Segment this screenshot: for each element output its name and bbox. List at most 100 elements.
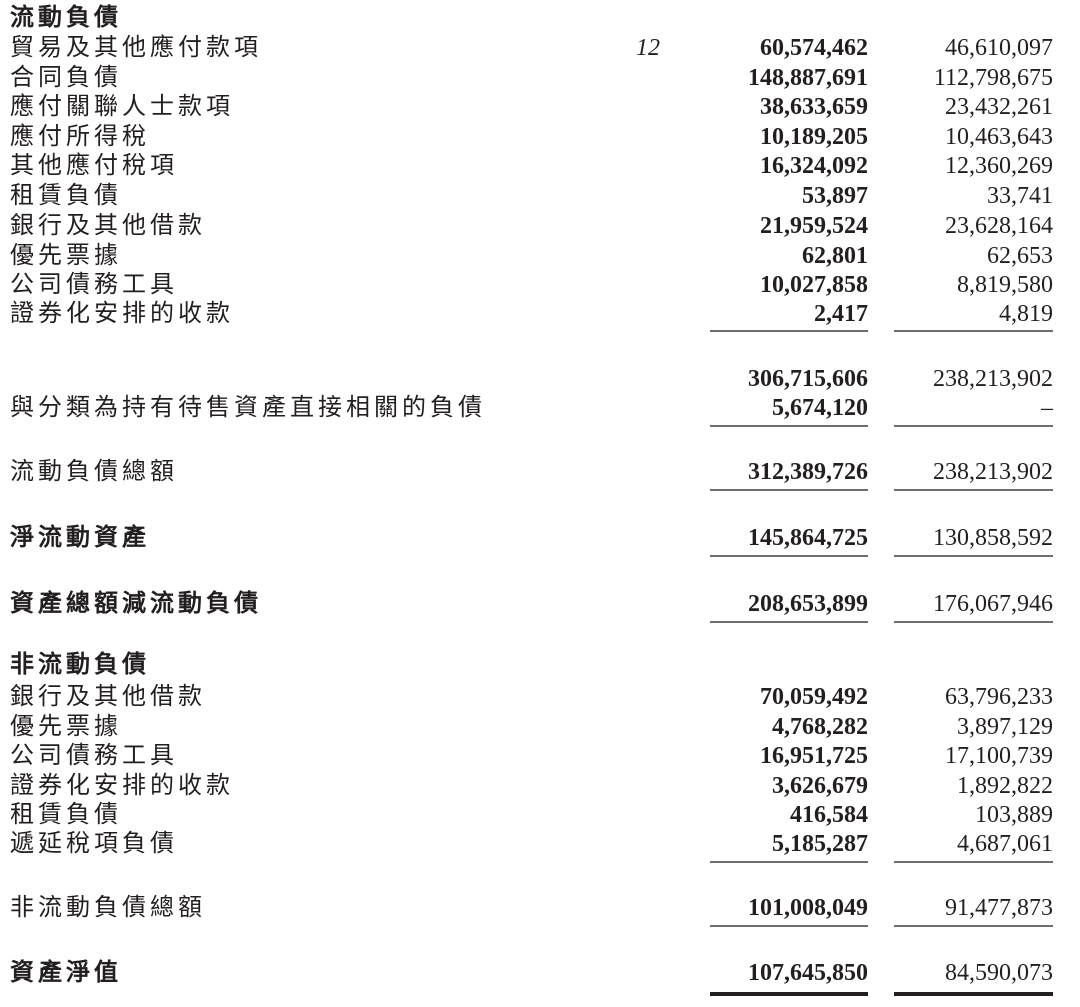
current-value: 38,633,659 xyxy=(760,94,868,120)
current-value: 3,626,679 xyxy=(772,773,868,799)
row-label: 資產總額減流動負債 xyxy=(10,591,262,617)
table-row: 優先票據 62,801 62,653 xyxy=(0,241,1080,271)
prior-value: 23,628,164 xyxy=(945,213,1053,239)
row-label: 租賃負債 xyxy=(10,183,122,209)
row-label: 資產淨值 xyxy=(10,960,122,986)
current-value: 416,584 xyxy=(790,802,868,828)
prior-value: 17,100,739 xyxy=(945,743,1053,769)
double-rule xyxy=(894,992,1053,996)
current-value: 208,653,899 xyxy=(748,591,868,617)
rule xyxy=(894,861,1053,863)
row-label: 合同負債 xyxy=(10,65,122,91)
rule xyxy=(710,925,868,927)
note-ref: 12 xyxy=(636,35,660,61)
current-value: 2,417 xyxy=(814,301,868,327)
prior-value: 4,687,061 xyxy=(957,831,1053,857)
prior-value: 62,653 xyxy=(987,243,1053,269)
table-row: 公司債務工具 10,027,858 8,819,580 xyxy=(0,270,1080,300)
heading: 流動負債 xyxy=(10,5,122,31)
rule xyxy=(894,425,1053,427)
prior-value: 84,590,073 xyxy=(945,960,1053,986)
net-assets-row: 資產淨值 107,645,850 84,590,073 xyxy=(0,958,1080,988)
current-value: 16,324,092 xyxy=(760,153,868,179)
total-row: 流動負債總額 312,389,726 238,213,902 xyxy=(0,457,1080,487)
total-row: 淨流動資產 145,864,725 130,858,592 xyxy=(0,523,1080,553)
current-value: 53,897 xyxy=(802,183,868,209)
total-row: 資產總額減流動負債 208,653,899 176,067,946 xyxy=(0,589,1080,619)
prior-value: 238,213,902 xyxy=(933,366,1053,392)
row-label: 流動負債總額 xyxy=(10,459,178,485)
current-value: 4,768,282 xyxy=(772,714,868,740)
row-label: 租賃負債 xyxy=(10,802,122,828)
current-value: 107,645,850 xyxy=(748,960,868,986)
table-row: 合同負債 148,887,691 112,798,675 xyxy=(0,63,1080,93)
rule xyxy=(710,425,868,427)
prior-value: 10,463,643 xyxy=(945,124,1053,150)
row-label: 遞延稅項負債 xyxy=(10,831,178,857)
table-row: 應付關聯人士款項 38,633,659 23,432,261 xyxy=(0,92,1080,122)
row-label: 淨流動資產 xyxy=(10,525,150,551)
table-row: 其他應付稅項 16,324,092 12,360,269 xyxy=(0,151,1080,181)
rule xyxy=(710,489,868,491)
prior-value: 103,889 xyxy=(975,802,1053,828)
section-heading-non-current-liabilities: 非流動負債 xyxy=(0,650,1080,680)
prior-value: 4,819 xyxy=(999,301,1053,327)
prior-value: 91,477,873 xyxy=(945,895,1053,921)
prior-value: 12,360,269 xyxy=(945,153,1053,179)
current-value: 10,027,858 xyxy=(760,272,868,298)
current-value: 21,959,524 xyxy=(760,213,868,239)
current-value: 70,059,492 xyxy=(760,684,868,710)
row-label: 證券化安排的收款 xyxy=(10,773,234,799)
row-label: 公司債務工具 xyxy=(10,743,178,769)
table-row: 公司債務工具 16,951,725 17,100,739 xyxy=(0,741,1080,771)
current-value: 16,951,725 xyxy=(760,743,868,769)
table-row: 證券化安排的收款 3,626,679 1,892,822 xyxy=(0,771,1080,801)
rule xyxy=(894,621,1053,623)
table-row: 遞延稅項負債 5,185,287 4,687,061 xyxy=(0,829,1080,859)
row-label: 銀行及其他借款 xyxy=(10,684,206,710)
prior-value: 130,858,592 xyxy=(933,525,1053,551)
row-label: 非流動負債總額 xyxy=(10,895,206,921)
row-label: 優先票據 xyxy=(10,714,122,740)
row-label: 應付關聯人士款項 xyxy=(10,94,234,120)
row-label: 貿易及其他應付款項 xyxy=(10,35,262,61)
heading: 非流動負債 xyxy=(10,652,150,678)
current-value: 312,389,726 xyxy=(748,459,868,485)
row-label: 銀行及其他借款 xyxy=(10,213,206,239)
row-label: 公司債務工具 xyxy=(10,272,178,298)
table-row: 租賃負債 416,584 103,889 xyxy=(0,800,1080,830)
table-row: 銀行及其他借款 21,959,524 23,628,164 xyxy=(0,211,1080,241)
held-for-sale-row: 與分類為持有待售資產直接相關的負債 5,674,120 – xyxy=(0,393,1080,423)
row-label: 應付所得稅 xyxy=(10,124,150,150)
row-label: 其他應付稅項 xyxy=(10,153,178,179)
total-row: 非流動負債總額 101,008,049 91,477,873 xyxy=(0,893,1080,923)
current-value: 101,008,049 xyxy=(748,895,868,921)
prior-value: 8,819,580 xyxy=(957,272,1053,298)
section-heading-current-liabilities: 流動負債 xyxy=(0,3,1080,33)
rule xyxy=(710,555,868,557)
prior-value: 238,213,902 xyxy=(933,459,1053,485)
table-row: 銀行及其他借款 70,059,492 63,796,233 xyxy=(0,682,1080,712)
table-row: 優先票據 4,768,282 3,897,129 xyxy=(0,712,1080,742)
prior-value: – xyxy=(1041,395,1053,421)
prior-value: 176,067,946 xyxy=(933,591,1053,617)
rule xyxy=(710,621,868,623)
table-row: 租賃負債 53,897 33,741 xyxy=(0,181,1080,211)
prior-value: 3,897,129 xyxy=(957,714,1053,740)
table-row: 貿易及其他應付款項 12 60,574,462 46,610,097 xyxy=(0,33,1080,63)
double-rule xyxy=(710,992,868,996)
prior-value: 112,798,675 xyxy=(933,65,1053,91)
prior-value: 33,741 xyxy=(987,183,1053,209)
prior-value: 46,610,097 xyxy=(945,35,1053,61)
current-value: 5,185,287 xyxy=(772,831,868,857)
rule xyxy=(894,555,1053,557)
current-value: 145,864,725 xyxy=(748,525,868,551)
rule xyxy=(710,861,868,863)
rule xyxy=(894,330,1053,332)
current-value: 306,715,606 xyxy=(748,366,868,392)
row-label: 優先票據 xyxy=(10,243,122,269)
rule xyxy=(894,489,1053,491)
current-value: 148,887,691 xyxy=(748,65,868,91)
rule xyxy=(894,925,1053,927)
prior-value: 23,432,261 xyxy=(945,94,1053,120)
